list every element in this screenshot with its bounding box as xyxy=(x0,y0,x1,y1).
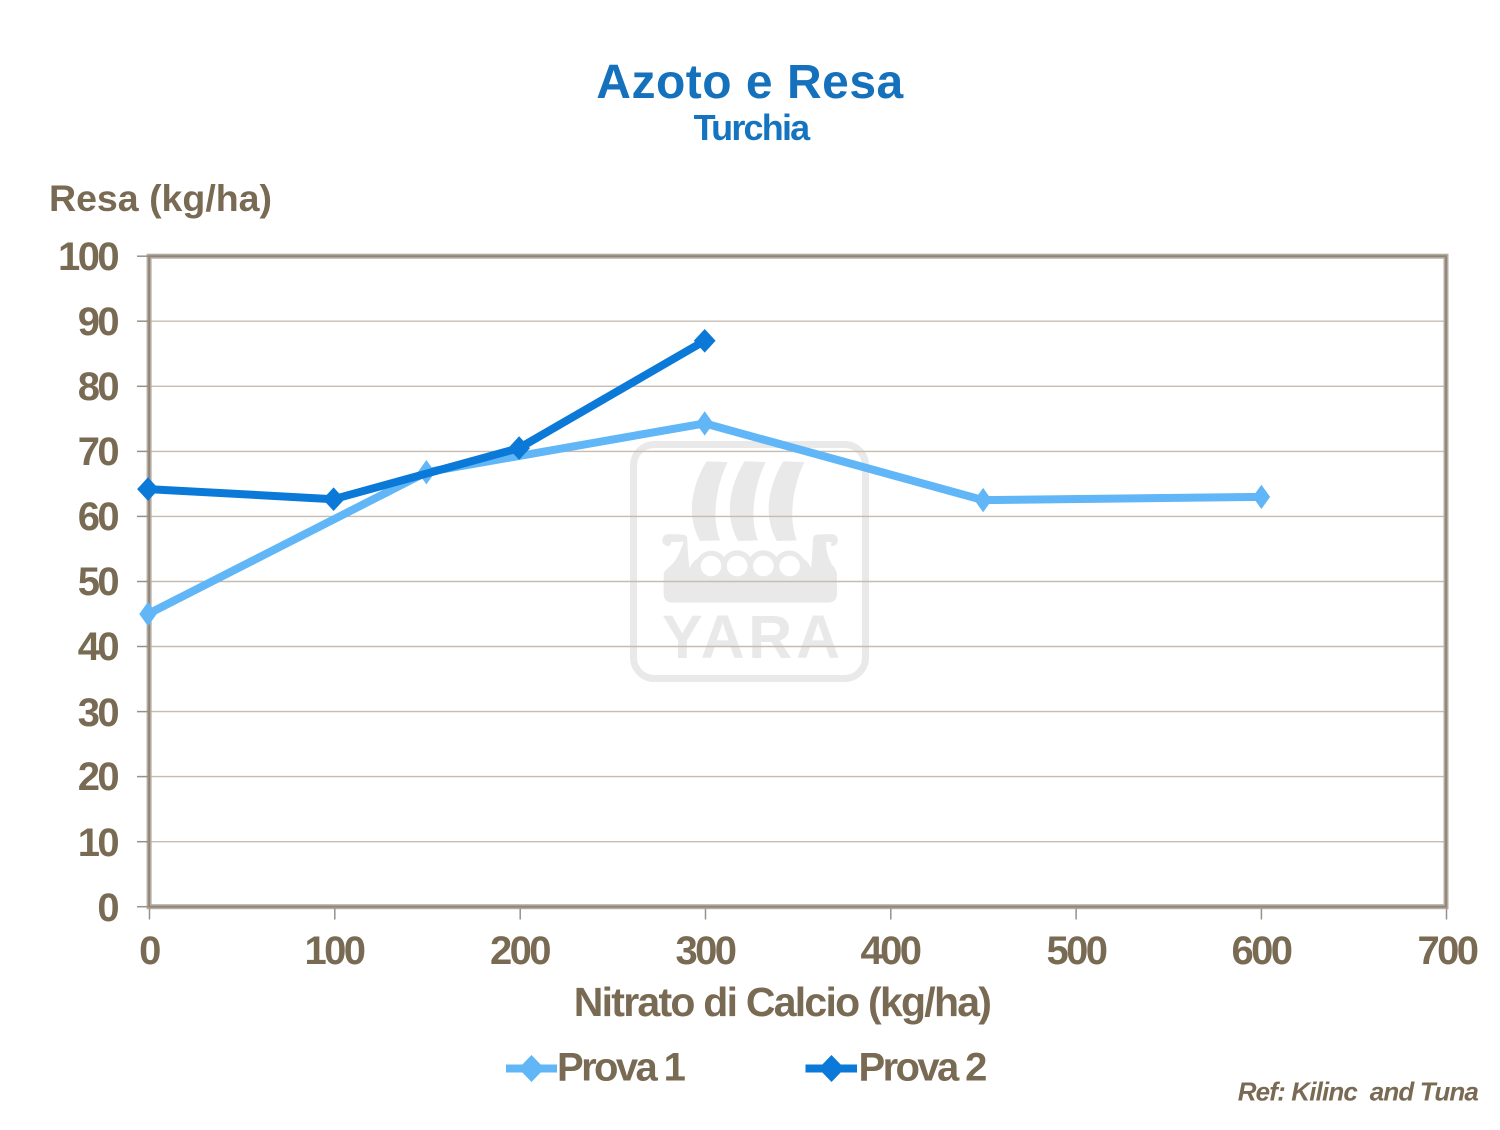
svg-text:0: 0 xyxy=(139,929,160,973)
svg-text:Azoto e Resa: Azoto e Resa xyxy=(596,56,903,109)
svg-text:40: 40 xyxy=(78,625,119,669)
svg-text:70: 70 xyxy=(78,430,119,474)
svg-text:700: 700 xyxy=(1418,929,1478,973)
svg-text:500: 500 xyxy=(1047,929,1107,973)
svg-text:Turchia: Turchia xyxy=(694,107,812,148)
svg-text:80: 80 xyxy=(78,365,119,409)
svg-text:600: 600 xyxy=(1232,929,1292,973)
svg-text:Resa (kg/ha): Resa (kg/ha) xyxy=(49,177,272,219)
svg-text:90: 90 xyxy=(78,300,119,344)
svg-text:Nitrato di Calcio (kg/ha): Nitrato di Calcio (kg/ha) xyxy=(574,979,990,1025)
svg-text:300: 300 xyxy=(676,929,736,973)
svg-text:30: 30 xyxy=(78,691,119,735)
svg-text:Ref: Kilinc and Tuna: Ref: Kilinc and Tuna xyxy=(1238,1077,1479,1107)
svg-text:Prova 1: Prova 1 xyxy=(557,1046,686,1090)
svg-text:50: 50 xyxy=(78,560,119,604)
svg-text:YARA: YARA xyxy=(662,603,840,671)
svg-text:0: 0 xyxy=(97,886,118,930)
svg-text:200: 200 xyxy=(490,929,550,973)
svg-text:Prova 2: Prova 2 xyxy=(859,1046,987,1090)
svg-text:100: 100 xyxy=(305,929,365,973)
svg-text:400: 400 xyxy=(861,929,921,973)
svg-text:100: 100 xyxy=(58,235,118,279)
svg-text:60: 60 xyxy=(78,495,119,539)
svg-text:20: 20 xyxy=(78,755,119,799)
svg-text:10: 10 xyxy=(78,821,119,865)
